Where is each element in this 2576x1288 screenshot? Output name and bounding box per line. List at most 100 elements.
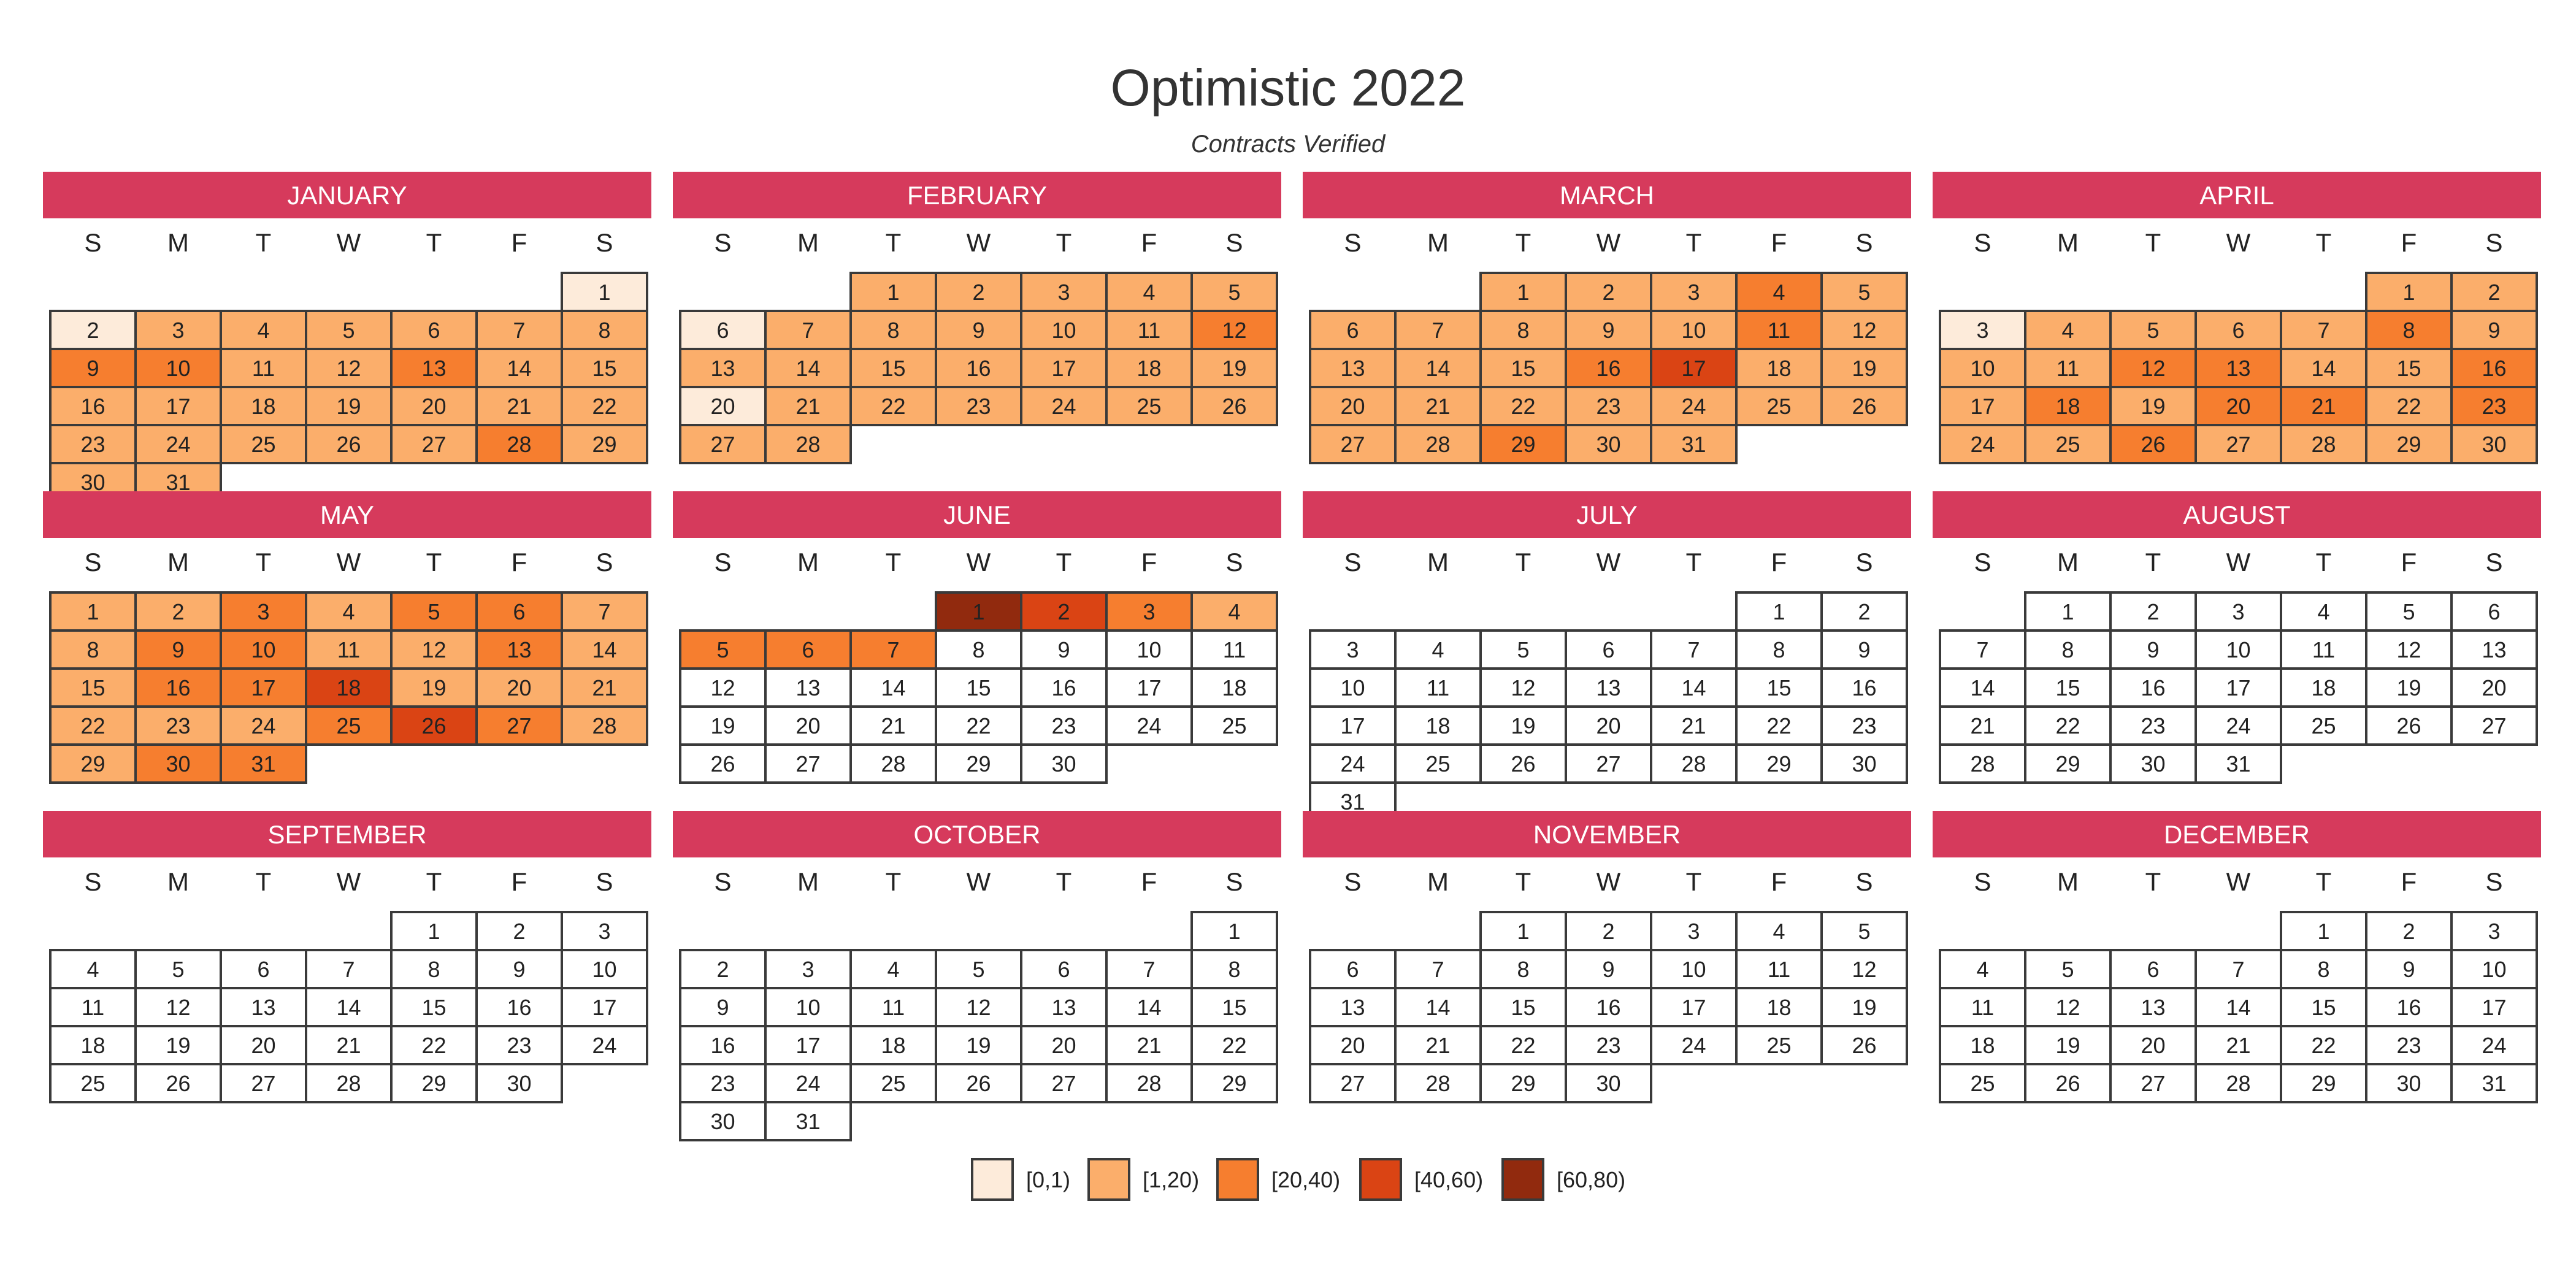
day-number: 10 [1137, 637, 1161, 662]
day-number: 21 [881, 713, 905, 738]
day-cell [679, 743, 767, 784]
day-number: 30 [2482, 432, 2506, 457]
day-number: 4 [2061, 318, 2074, 343]
day-cell [1105, 310, 1193, 350]
day-number: 21 [507, 394, 531, 419]
day-number: 8 [86, 637, 99, 662]
day-cell [305, 386, 393, 426]
day-cell [935, 310, 1022, 350]
day-number: 22 [592, 394, 616, 419]
day-cell [1820, 667, 1908, 708]
month-header-band [673, 811, 1281, 857]
weekday-label: S [714, 548, 731, 577]
day-number: 3 [172, 318, 184, 343]
legend-swatch [1216, 1158, 1259, 1201]
day-cell [1939, 310, 2026, 350]
day-number: 30 [2396, 1071, 2421, 1096]
day-number: 15 [1511, 356, 1535, 381]
day-number: 16 [710, 1033, 735, 1058]
day-number: 2 [2147, 599, 2159, 624]
day-number: 21 [1681, 713, 1706, 738]
day-cell [49, 1025, 137, 1065]
month-label: JUNE [943, 500, 1011, 529]
day-cell [1479, 911, 1567, 951]
day-number: 28 [592, 713, 616, 738]
weekday-label: S [1344, 228, 1361, 257]
month-label: DECEMBER [2164, 820, 2310, 849]
day-number: 24 [1970, 432, 1995, 457]
day-number: 23 [1051, 713, 1076, 738]
day-cell [1565, 949, 1652, 989]
day-number: 10 [2482, 957, 2506, 982]
day-number: 7 [2232, 957, 2244, 982]
day-cell [1190, 667, 1278, 708]
day-number: 3 [1346, 637, 1359, 662]
weekday-label: M [167, 867, 189, 896]
day-cell [1394, 629, 1482, 670]
weekday-label: W [967, 228, 991, 257]
day-cell [1309, 348, 1397, 388]
day-cell [679, 1101, 767, 1141]
day-number: 20 [421, 394, 446, 419]
weekday-label: S [1855, 548, 1873, 577]
day-cell [935, 1063, 1022, 1103]
day-cell [1394, 424, 1482, 464]
day-number: 28 [1681, 751, 1706, 776]
day-cell [2450, 310, 2538, 350]
day-number: 3 [1143, 599, 1155, 624]
month-header-band [1933, 172, 2541, 218]
month-header-band [1303, 172, 1911, 218]
day-number: 31 [2482, 1071, 2506, 1096]
day-number: 25 [1137, 394, 1161, 419]
day-number: 28 [2226, 1071, 2250, 1096]
weekday-label: M [797, 867, 819, 896]
day-cell [305, 1025, 393, 1065]
day-number: 19 [1852, 995, 1876, 1020]
day-cell [2195, 591, 2282, 632]
day-number: 26 [710, 751, 735, 776]
day-number: 8 [1517, 318, 1529, 343]
weekday-label: M [797, 228, 819, 257]
day-number: 14 [1970, 675, 1995, 700]
day-number: 25 [1766, 1033, 1791, 1058]
day-number: 21 [1425, 1033, 1450, 1058]
day-number: 9 [2402, 957, 2415, 982]
weekday-label: S [2485, 867, 2502, 896]
weekday-label: S [1855, 867, 1873, 896]
day-number: 6 [2488, 599, 2500, 624]
day-number: 25 [881, 1071, 905, 1096]
day-number: 7 [513, 318, 525, 343]
day-number: 26 [1511, 751, 1535, 776]
day-cell [561, 629, 648, 670]
day-number: 16 [1596, 356, 1620, 381]
day-cell [475, 629, 563, 670]
weekday-label: W [2226, 228, 2251, 257]
weekday-label: S [1974, 867, 1991, 896]
day-cell [1190, 1063, 1278, 1103]
day-number: 7 [887, 637, 899, 662]
day-number: 5 [342, 318, 355, 343]
weekday-label: T [256, 228, 272, 257]
day-number: 17 [251, 675, 275, 700]
day-number: 6 [1346, 957, 1359, 982]
month-header-band [1933, 491, 2541, 538]
day-number: 10 [166, 356, 190, 381]
day-number: 3 [598, 919, 610, 944]
day-number: 19 [336, 394, 361, 419]
day-number: 20 [2482, 675, 2506, 700]
day-number: 27 [2141, 1071, 2165, 1096]
day-number: 24 [1051, 394, 1076, 419]
day-number: 18 [2055, 394, 2080, 419]
weekday-label: T [426, 548, 442, 577]
day-number: 25 [1766, 394, 1791, 419]
day-number: 18 [1137, 356, 1161, 381]
day-cell [561, 348, 648, 388]
day-number: 15 [1222, 995, 1246, 1020]
day-cell [679, 1025, 767, 1065]
day-cell [849, 743, 937, 784]
day-cell [49, 591, 137, 632]
day-cell [2280, 667, 2367, 708]
day-cell [49, 386, 137, 426]
day-number: 1 [598, 280, 610, 305]
